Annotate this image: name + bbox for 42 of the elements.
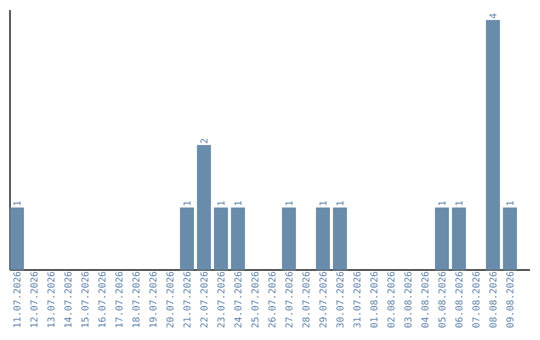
data-label: 1 bbox=[320, 201, 326, 206]
x-tick-label: 07.08.2026 bbox=[472, 272, 480, 328]
x-tick-label: 23.07.2026 bbox=[217, 272, 225, 328]
x-tick-label: 05.08.2026 bbox=[438, 272, 446, 328]
data-label: 4 bbox=[489, 14, 496, 18]
x-tick-label: 28.07.2026 bbox=[302, 272, 310, 328]
x-tick-label: 17.07.2026 bbox=[115, 272, 123, 328]
data-label: 1 bbox=[336, 201, 344, 206]
x-tick-label: 13.07.2026 bbox=[47, 272, 55, 328]
x-tick-label: 08.08.2026 bbox=[489, 272, 497, 328]
x-tick-label: 09.08.2026 bbox=[506, 272, 514, 328]
x-tick-label: 18.07.2026 bbox=[132, 272, 140, 328]
data-label: 1 bbox=[506, 201, 514, 206]
data-label: 1 bbox=[184, 201, 190, 206]
data-label: 1 bbox=[234, 201, 242, 206]
x-tick-label: 19.07.2026 bbox=[149, 272, 157, 328]
data-label: 1 bbox=[438, 201, 446, 206]
x-tick-label: 03.08.2026 bbox=[404, 272, 412, 328]
data-label: 1 bbox=[455, 201, 462, 206]
x-tick-label: 22.07.2026 bbox=[200, 272, 208, 328]
x-tick-label: 04.08.2026 bbox=[421, 272, 429, 328]
x-tick-label: 27.07.2026 bbox=[285, 272, 293, 328]
x-tick-label: 02.08.2026 bbox=[387, 272, 395, 328]
data-label: 1 bbox=[218, 201, 224, 206]
x-tick-label: 15.07.2026 bbox=[81, 272, 89, 328]
x-tick-label: 14.07.2026 bbox=[64, 272, 72, 328]
x-tick-label: 11.07.2026 bbox=[13, 272, 21, 328]
x-tick-label: 26.07.2026 bbox=[268, 272, 276, 328]
x-tick-label: 20.07.2026 bbox=[166, 272, 174, 328]
x-tick-label: 30.07.2026 bbox=[336, 272, 344, 328]
x-tick-label: 06.08.2026 bbox=[455, 272, 463, 328]
x-tick-label: 25.07.2026 bbox=[251, 272, 259, 328]
x-tick-label: 21.07.2026 bbox=[183, 272, 191, 328]
x-tick-label: 01.08.2026 bbox=[370, 272, 378, 328]
data-label: 1 bbox=[14, 201, 20, 206]
x-tick-label: 16.07.2026 bbox=[98, 272, 106, 328]
x-tick-label: 12.07.2026 bbox=[30, 272, 38, 328]
data-label: 2 bbox=[200, 138, 208, 144]
data-label: 1 bbox=[286, 201, 292, 206]
x-tick-label: 29.07.2026 bbox=[319, 272, 327, 328]
x-tick-label: 31.07.2026 bbox=[353, 272, 361, 328]
x-tick-label: 24.07.2026 bbox=[234, 272, 242, 328]
